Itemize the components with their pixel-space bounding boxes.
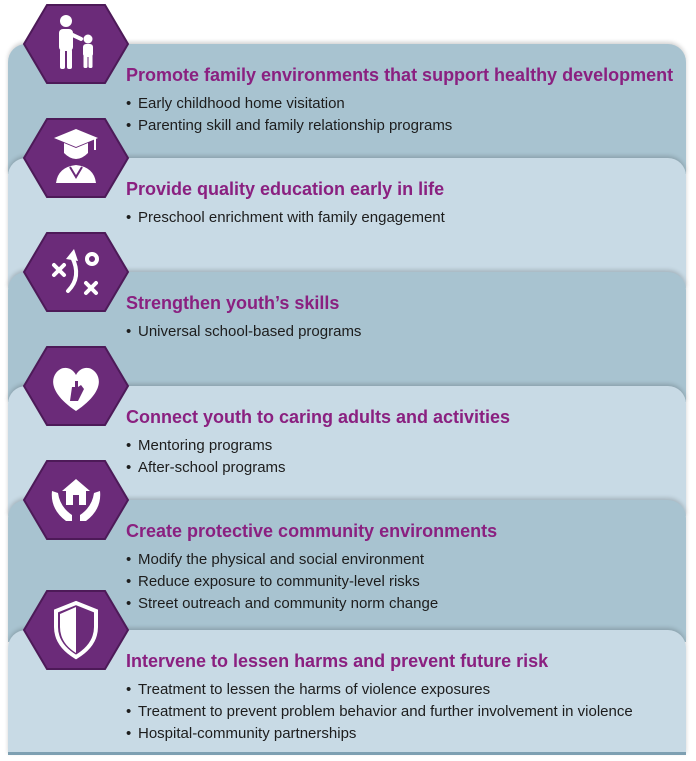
- bullet-item: • Universal school-based programs: [126, 323, 362, 340]
- bullet-item: • Parenting skill and family relationship…: [126, 117, 453, 134]
- bottom-bar: [8, 752, 686, 755]
- graduate-icon: [22, 117, 130, 199]
- bullet-item: • After-school programs: [126, 459, 286, 476]
- panel-education: Provide quality education early in life …: [8, 158, 686, 288]
- bullet-item: • Mentoring programs: [126, 437, 273, 454]
- bullet-item: • Street outreach and community norm chan…: [126, 595, 439, 612]
- strategy-icon: [22, 231, 130, 313]
- shield-icon: [22, 589, 130, 671]
- strategy-title: Provide quality education early in life: [126, 179, 445, 199]
- bullet-item: • Treatment to prevent problem behavior a…: [126, 703, 633, 720]
- bullet-item: • Hospital-community partnerships: [126, 725, 357, 742]
- hands-house-icon: [22, 459, 130, 541]
- strategy-title: Create protective community environments: [126, 521, 498, 541]
- panel-community: Create protective community environments…: [8, 500, 686, 642]
- bullet-item: • Modify the physical and social environm…: [126, 551, 424, 568]
- bullet-item: • Early childhood home visitation: [126, 95, 345, 112]
- bullet-item: • Preschool enrichment with family engage…: [126, 209, 445, 226]
- heart-hand-icon: [22, 345, 130, 427]
- bullet-item: • Reduce exposure to community-level risk…: [126, 573, 420, 590]
- bullet-item: • Treatment to lessen the harms of violen…: [126, 681, 491, 698]
- strategy-title: Intervene to lessen harms and prevent fu…: [126, 651, 549, 671]
- strategy-title: Promote family environments that support…: [126, 65, 674, 85]
- panel-intervene: Intervene to lessen harms and prevent fu…: [8, 630, 686, 755]
- parent-child-icon: [22, 3, 130, 85]
- strategy-title: Connect youth to caring adults and activ…: [126, 407, 511, 427]
- strategy-title: Strengthen youth’s skills: [126, 293, 340, 313]
